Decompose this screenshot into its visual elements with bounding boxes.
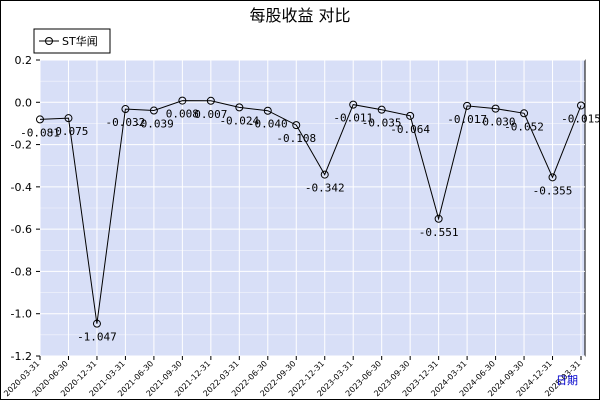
data-label: -1.047 xyxy=(77,331,117,344)
legend-box xyxy=(33,28,111,54)
y-tick-label: -0.8 xyxy=(11,265,32,278)
data-label: -0.081 xyxy=(20,126,60,139)
legend-label: ST华闻 xyxy=(62,34,98,48)
data-point xyxy=(178,96,187,105)
x-axis: 2020-03-312020-06-302020-12-312021-03-31… xyxy=(2,356,582,398)
data-label: -0.052 xyxy=(504,120,544,133)
data-label: -0.032 xyxy=(106,116,146,129)
data-point xyxy=(149,106,158,115)
data-point xyxy=(235,103,244,112)
data-point xyxy=(36,115,44,124)
data-point xyxy=(577,101,585,110)
chart-title: 每股收益 对比 xyxy=(249,6,350,25)
data-label: -0.015 xyxy=(561,112,600,125)
data-point xyxy=(292,121,301,130)
data-label: -0.040 xyxy=(248,118,288,131)
legend: ST华闻 xyxy=(33,28,111,54)
data-point xyxy=(377,105,386,114)
data-point xyxy=(121,105,130,114)
y-tick-label: -0.4 xyxy=(11,181,32,194)
data-point xyxy=(520,109,529,118)
y-axis: 0.2 0.0 -0.2 -0.4 -0.6 -0.8 -1.0 -1.2 xyxy=(11,54,40,363)
data-label: -0.355 xyxy=(533,184,573,197)
data-label: -0.017 xyxy=(447,113,487,126)
series-line xyxy=(39,100,582,324)
data-label: -0.342 xyxy=(305,182,345,195)
period-label[interactable]: 日期 xyxy=(556,374,578,387)
data-point xyxy=(64,114,73,123)
data-label: -0.108 xyxy=(276,132,316,145)
y-tick-label: 0.0 xyxy=(15,96,33,109)
data-point xyxy=(349,100,358,109)
data-label: -0.039 xyxy=(134,118,174,131)
y-tick-label: -0.6 xyxy=(11,223,32,236)
data-label: 0.007 xyxy=(194,108,227,121)
data-label: -0.075 xyxy=(49,125,89,138)
data-label: -0.030 xyxy=(476,116,516,129)
y-tick-label: 0.2 xyxy=(15,54,33,67)
data-label: -0.035 xyxy=(362,117,402,130)
data-point xyxy=(463,101,472,110)
series-layer: -0.081-0.075 -1.047 -0.032-0.0390.0080.007… xyxy=(20,96,600,344)
data-point xyxy=(406,111,415,120)
data-label: -0.011 xyxy=(333,112,373,125)
data-point xyxy=(320,170,329,179)
legend-marker xyxy=(45,37,53,45)
data-point xyxy=(206,96,215,105)
data-point xyxy=(491,104,500,113)
data-point xyxy=(434,214,443,223)
data-label: -0.024 xyxy=(219,114,259,127)
y-tick-label: -0.2 xyxy=(11,139,32,152)
y-tick-label: -1.2 xyxy=(11,350,32,363)
data-label: -0.551 xyxy=(419,226,459,239)
y-tick-label: -1.0 xyxy=(11,308,32,321)
data-point xyxy=(548,173,557,182)
data-label: 0.008 xyxy=(166,108,199,121)
data-point xyxy=(92,319,101,328)
data-label: -0.064 xyxy=(390,123,430,136)
data-point xyxy=(263,106,272,115)
